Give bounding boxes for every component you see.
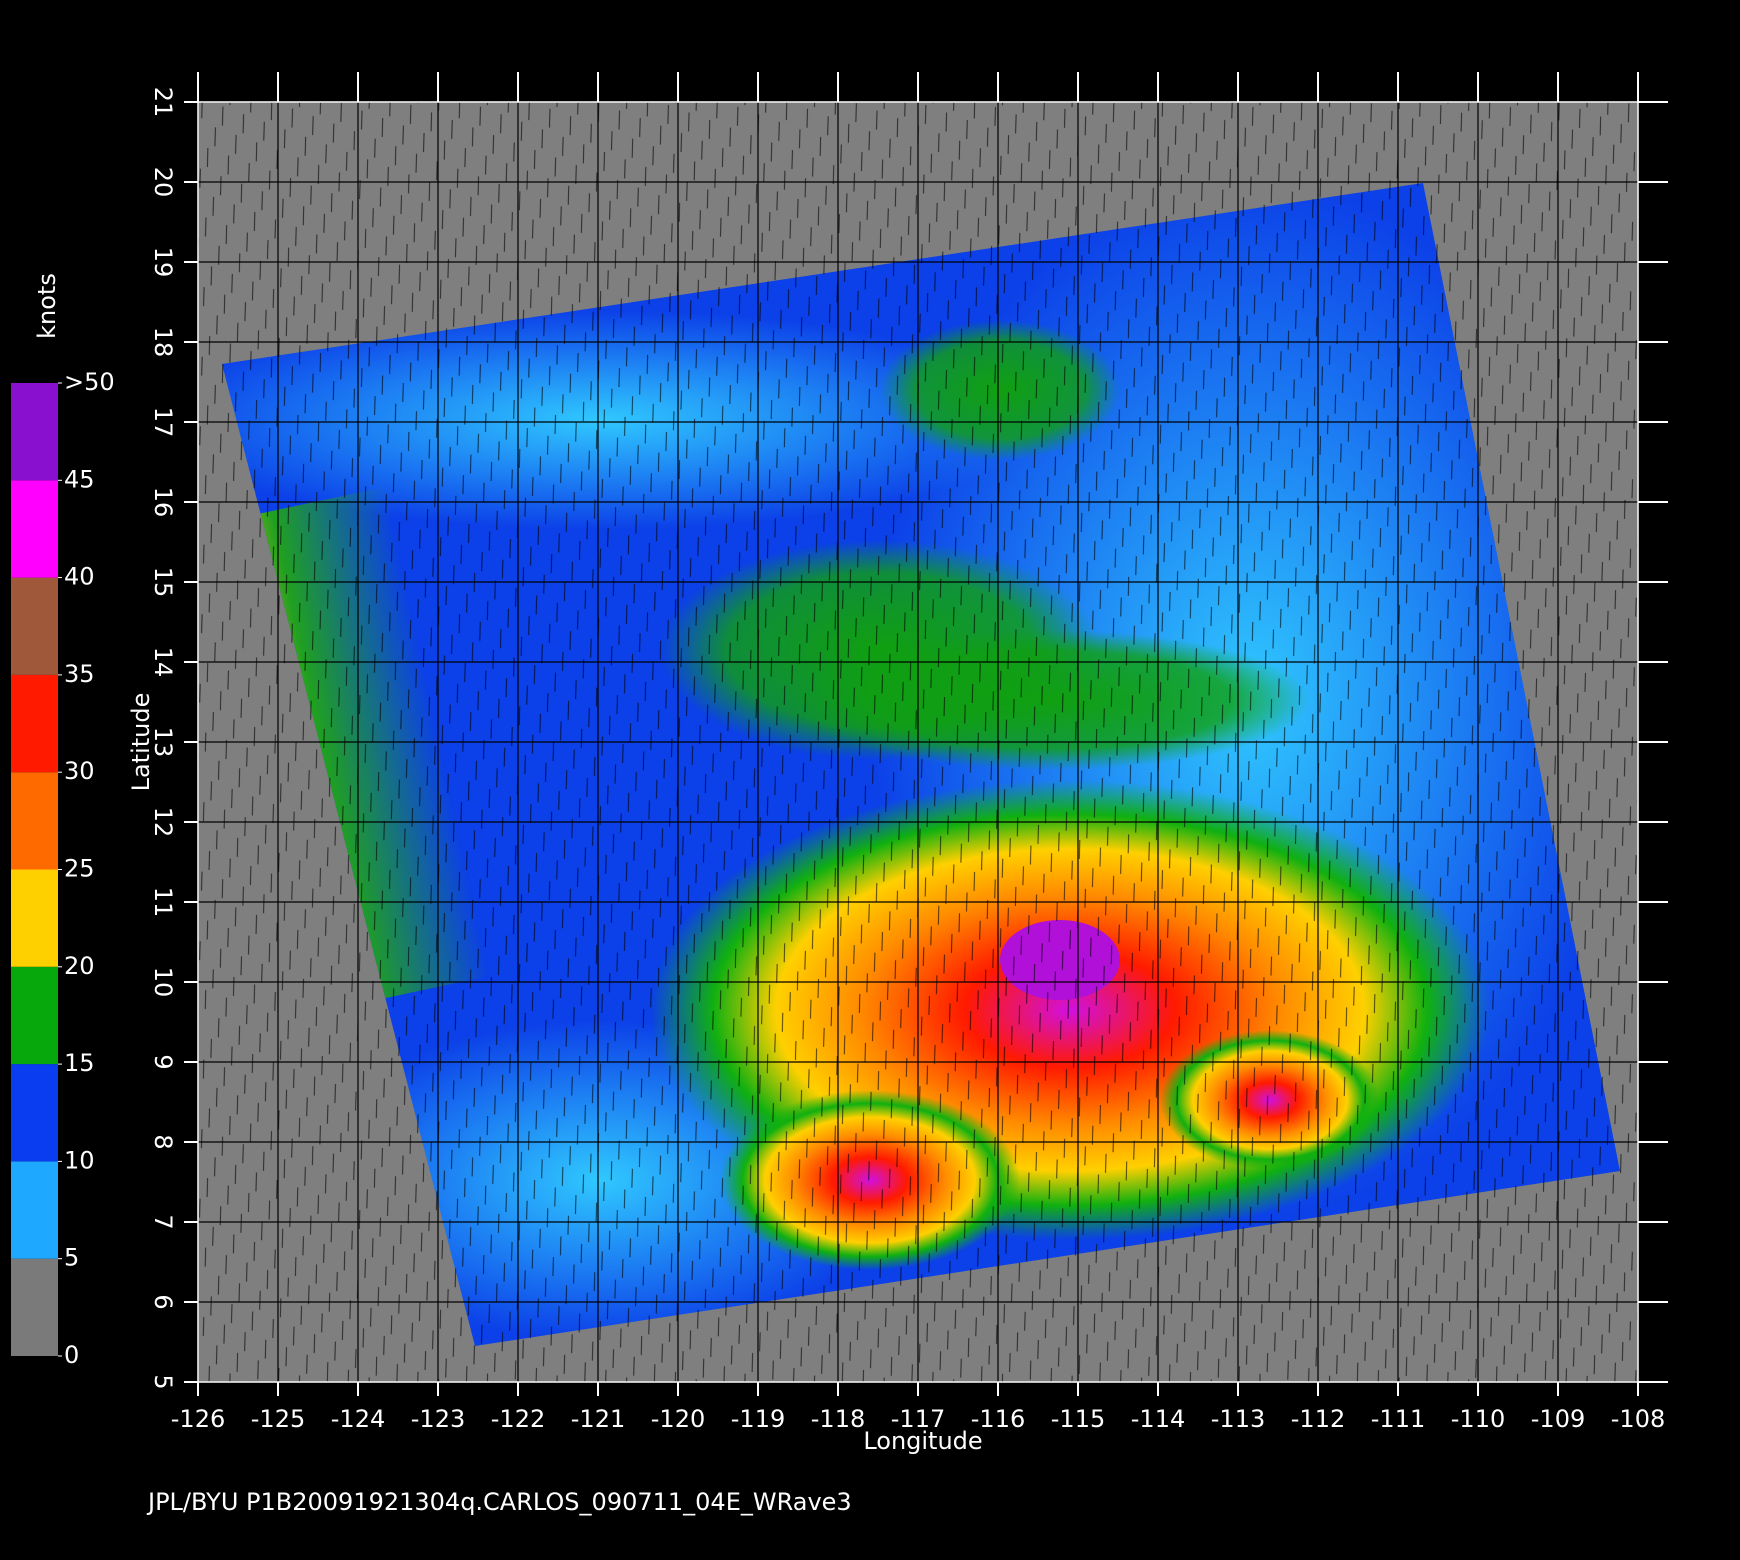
colorbar-tick-label: 5 — [64, 1244, 79, 1272]
y-tick-label: 20 — [149, 167, 177, 198]
x-tick-label: -126 — [171, 1405, 225, 1433]
x-tick-label: -110 — [1451, 1405, 1505, 1433]
colorbar-segment — [11, 966, 58, 1065]
colorbar-tick-label: 45 — [64, 465, 95, 493]
axes: -126 -125 -124 -123 -122 -121 -120 -119 -118 -117… — [149, 72, 1668, 1433]
footer-title: JPL/BYU P1B20091921304q.CARLOS_090711_04… — [146, 1488, 852, 1516]
y-tick-label: 11 — [149, 887, 177, 918]
x-tick-label: -118 — [811, 1405, 865, 1433]
x-tick-label: -124 — [331, 1405, 385, 1433]
x-tick-label: -109 — [1531, 1405, 1585, 1433]
colorbar-segment — [11, 869, 58, 967]
y-axis-title: Latitude — [127, 693, 155, 792]
colorbar-segment — [11, 1258, 58, 1356]
x-tick-label: -111 — [1371, 1405, 1425, 1433]
x-axis-title: Longitude — [863, 1427, 982, 1455]
colorbar-segment — [11, 383, 58, 481]
colorbar-tick-label: 20 — [64, 952, 95, 980]
x-tick-label: -121 — [571, 1405, 625, 1433]
y-tick-label: 9 — [149, 1054, 177, 1069]
colorbar-tick-label: 25 — [64, 855, 95, 883]
y-tick-label: 16 — [149, 487, 177, 518]
colorbar-tick-label: 30 — [64, 757, 95, 785]
colorbar-segment — [11, 577, 58, 675]
x-tick-label: -115 — [1051, 1405, 1105, 1433]
y-tick-label: 5 — [149, 1374, 177, 1389]
colorbar-tick-label: 15 — [64, 1049, 95, 1077]
plot-frame — [197, 101, 1639, 1383]
y-tick-label: 6 — [149, 1294, 177, 1309]
colorbar-label: knots — [33, 273, 61, 339]
x-tick-label: -119 — [731, 1405, 785, 1433]
y-tick-label: 7 — [149, 1214, 177, 1229]
colorbar-segment — [11, 772, 58, 870]
x-tick-label: -114 — [1131, 1405, 1185, 1433]
x-tick-label: -123 — [411, 1405, 465, 1433]
x-tick-label: -112 — [1291, 1405, 1345, 1433]
y-tick-label: 19 — [149, 247, 177, 278]
colorbar-segment — [11, 1161, 58, 1259]
x-tick-label: -122 — [491, 1405, 545, 1433]
x-tick-label: -120 — [651, 1405, 705, 1433]
x-tick-label: -125 — [251, 1405, 305, 1433]
y-tick-label: 21 — [149, 87, 177, 118]
x-tick-label: -113 — [1211, 1405, 1265, 1433]
colorbar-tick-label: 40 — [64, 563, 95, 591]
colorbar-segment — [11, 480, 58, 578]
y-tick-label: 12 — [149, 807, 177, 838]
y-tick-label: 17 — [149, 407, 177, 438]
y-tick-label: 15 — [149, 567, 177, 598]
colorbar-segment — [11, 1064, 58, 1162]
x-tick-label: -108 — [1611, 1405, 1665, 1433]
y-tick-label: 18 — [149, 327, 177, 358]
x-tick-label: -116 — [971, 1405, 1025, 1433]
colorbar-tick-label: 35 — [64, 660, 95, 688]
y-tick-label: 10 — [149, 967, 177, 998]
y-tick-label: 8 — [149, 1134, 177, 1149]
colorbar-tick-label: 0 — [64, 1341, 79, 1369]
colorbar-segment — [11, 674, 58, 773]
colorbar-tick-label: >50 — [64, 368, 115, 396]
colorbar-tick-label: 10 — [64, 1146, 95, 1174]
x-tick-label: -117 — [891, 1405, 945, 1433]
y-tick-label: 13 — [149, 727, 177, 758]
colorbar: 0 5 10 15 20 25 30 35 40 45 >50 — [11, 368, 115, 1369]
y-tick-label: 14 — [149, 647, 177, 678]
